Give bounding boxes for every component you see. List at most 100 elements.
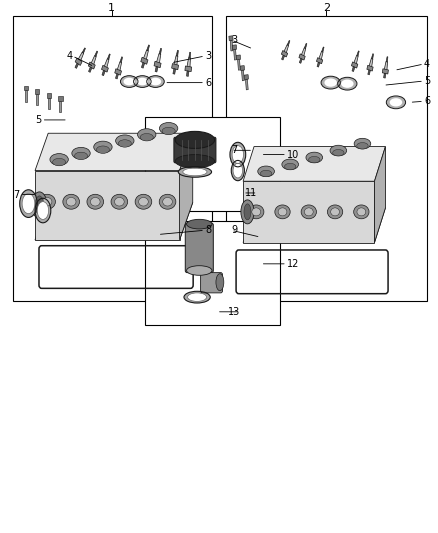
Text: 12: 12 <box>287 259 299 269</box>
Ellipse shape <box>330 145 347 156</box>
Polygon shape <box>229 36 233 41</box>
Text: 11: 11 <box>245 188 258 198</box>
Polygon shape <box>88 67 92 72</box>
Ellipse shape <box>120 76 138 87</box>
Polygon shape <box>237 55 240 60</box>
Polygon shape <box>287 41 290 45</box>
Ellipse shape <box>327 205 343 219</box>
Ellipse shape <box>138 128 156 140</box>
Text: 3: 3 <box>231 35 237 45</box>
Ellipse shape <box>147 76 164 87</box>
Ellipse shape <box>187 293 207 301</box>
Ellipse shape <box>162 127 175 135</box>
Text: 7: 7 <box>14 190 20 199</box>
Ellipse shape <box>137 78 148 85</box>
Polygon shape <box>116 74 118 79</box>
Text: 5: 5 <box>424 76 430 86</box>
Polygon shape <box>143 50 148 61</box>
Polygon shape <box>244 75 248 79</box>
Bar <box>13 16 212 301</box>
Text: 5: 5 <box>35 115 42 125</box>
Ellipse shape <box>118 140 131 147</box>
Ellipse shape <box>87 195 104 209</box>
Polygon shape <box>24 86 28 90</box>
Polygon shape <box>243 208 385 243</box>
Ellipse shape <box>308 157 320 163</box>
Ellipse shape <box>42 197 52 206</box>
Polygon shape <box>115 69 121 75</box>
Ellipse shape <box>140 134 153 141</box>
Ellipse shape <box>341 79 353 88</box>
Polygon shape <box>382 69 389 74</box>
Ellipse shape <box>184 292 210 303</box>
Polygon shape <box>245 79 248 90</box>
Polygon shape <box>240 66 244 70</box>
Polygon shape <box>156 54 161 64</box>
Ellipse shape <box>321 76 340 89</box>
Polygon shape <box>154 61 161 68</box>
Ellipse shape <box>258 166 275 177</box>
Ellipse shape <box>20 190 37 217</box>
Polygon shape <box>282 55 285 60</box>
Polygon shape <box>243 147 385 181</box>
Polygon shape <box>299 54 305 60</box>
Text: 13: 13 <box>228 307 240 317</box>
Ellipse shape <box>39 195 55 209</box>
Text: 8: 8 <box>205 225 211 235</box>
Polygon shape <box>189 52 191 58</box>
Polygon shape <box>367 66 373 71</box>
Ellipse shape <box>72 147 90 159</box>
Text: 6: 6 <box>424 96 430 106</box>
Polygon shape <box>233 45 237 50</box>
Polygon shape <box>374 147 385 243</box>
Bar <box>145 117 280 211</box>
Polygon shape <box>60 101 61 112</box>
Ellipse shape <box>150 78 161 85</box>
Ellipse shape <box>111 195 128 209</box>
Ellipse shape <box>91 197 100 206</box>
Polygon shape <box>75 58 82 66</box>
Polygon shape <box>88 62 95 69</box>
Ellipse shape <box>325 78 337 87</box>
Ellipse shape <box>282 159 299 169</box>
Polygon shape <box>91 55 96 66</box>
Ellipse shape <box>124 78 135 85</box>
Ellipse shape <box>135 195 152 209</box>
Polygon shape <box>318 52 323 61</box>
Polygon shape <box>120 57 123 62</box>
Text: 6: 6 <box>205 78 211 87</box>
Text: 4: 4 <box>424 59 430 69</box>
Polygon shape <box>180 133 193 240</box>
Polygon shape <box>384 62 388 71</box>
Text: 10: 10 <box>287 150 299 159</box>
Ellipse shape <box>333 149 344 156</box>
Polygon shape <box>141 62 145 68</box>
Polygon shape <box>35 90 39 94</box>
Ellipse shape <box>353 205 369 219</box>
Polygon shape <box>58 96 63 101</box>
Polygon shape <box>281 51 288 57</box>
Ellipse shape <box>74 152 88 160</box>
Polygon shape <box>104 59 109 69</box>
Ellipse shape <box>138 197 148 206</box>
Ellipse shape <box>285 163 296 169</box>
Ellipse shape <box>187 266 212 276</box>
Ellipse shape <box>390 98 402 107</box>
Ellipse shape <box>175 155 215 168</box>
Text: 2: 2 <box>323 3 330 13</box>
Polygon shape <box>155 67 158 72</box>
Polygon shape <box>36 94 38 106</box>
Polygon shape <box>173 69 176 74</box>
Polygon shape <box>317 58 323 64</box>
Polygon shape <box>241 70 244 81</box>
Ellipse shape <box>35 196 44 214</box>
Text: 9: 9 <box>231 225 237 235</box>
Polygon shape <box>230 41 233 51</box>
Polygon shape <box>317 62 320 67</box>
Ellipse shape <box>37 201 49 220</box>
Ellipse shape <box>116 135 134 147</box>
Text: 1: 1 <box>108 3 115 13</box>
Ellipse shape <box>63 195 80 209</box>
Polygon shape <box>141 57 148 64</box>
Ellipse shape <box>94 141 112 153</box>
